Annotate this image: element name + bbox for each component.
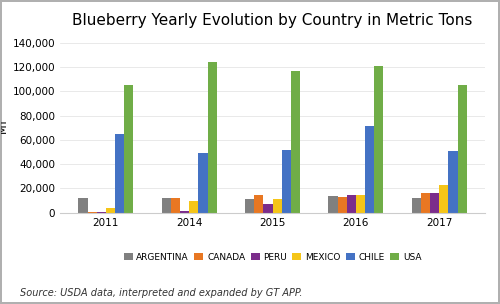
Bar <box>254 195 264 213</box>
Bar <box>272 199 281 213</box>
Bar <box>374 66 384 213</box>
Bar <box>458 85 466 213</box>
Bar <box>412 198 421 213</box>
Bar <box>448 151 458 213</box>
Bar <box>356 195 365 213</box>
Bar <box>365 126 374 213</box>
Bar <box>124 85 134 213</box>
Bar <box>162 198 171 213</box>
Bar <box>421 193 430 213</box>
Bar <box>291 71 300 213</box>
Bar <box>264 204 272 213</box>
Bar <box>198 153 207 213</box>
Bar <box>88 212 96 213</box>
Bar <box>115 134 124 213</box>
Bar <box>245 199 254 213</box>
Text: Source: USDA data, interpreted and expanded by GT APP.: Source: USDA data, interpreted and expan… <box>20 288 302 298</box>
Bar <box>106 208 115 213</box>
Bar <box>180 211 189 213</box>
Bar <box>430 193 439 213</box>
Bar <box>189 201 198 213</box>
Title: Blueberry Yearly Evolution by Country in Metric Tons: Blueberry Yearly Evolution by Country in… <box>72 13 472 28</box>
Bar <box>171 198 180 213</box>
Bar <box>208 62 216 213</box>
Bar <box>96 212 106 213</box>
Bar <box>328 196 338 213</box>
Y-axis label: MT: MT <box>0 116 8 133</box>
Bar <box>78 198 88 213</box>
Legend: ARGENTINA, CANADA, PERU, MEXICO, CHILE, USA: ARGENTINA, CANADA, PERU, MEXICO, CHILE, … <box>120 249 425 265</box>
Bar <box>346 195 356 213</box>
Bar <box>338 197 346 213</box>
Bar <box>282 150 291 213</box>
Bar <box>439 185 448 213</box>
